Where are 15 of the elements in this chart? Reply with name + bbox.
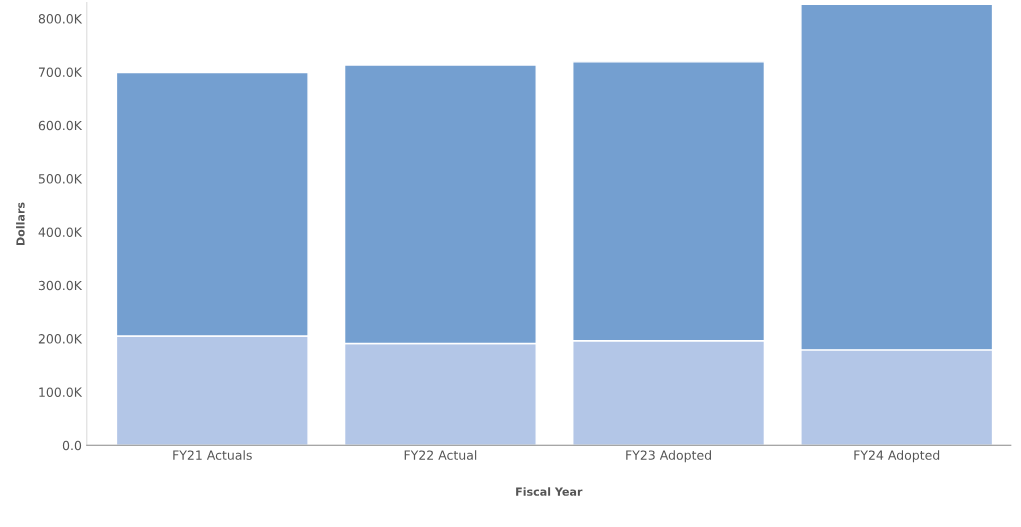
x-tick-label: FY21 Actuals (173, 450, 252, 460)
y-tick-label: 400.0K (38, 227, 83, 237)
x-tick-label: FY24 Adopted (854, 450, 940, 463)
y-axis-title: Dollars (16, 202, 25, 245)
x-tick-label: FY22 Actual (404, 450, 477, 460)
x-axis-title: Fiscal Year (516, 487, 583, 496)
y-tick-label: 100.0K (39, 387, 83, 397)
y-tick-label: 800.0K (38, 14, 83, 24)
y-tick-label: 200.0K (38, 334, 83, 344)
x-tick-label: FY23 Adopted (626, 450, 711, 463)
y-tick-label: 600.0K (38, 120, 83, 131)
y-tick-label: 0.0 (62, 440, 82, 451)
y-tick-label: 700.0K (38, 67, 83, 77)
y-tick-label: 300.0K (38, 280, 83, 291)
y-tick-label: 500.0K (38, 174, 83, 184)
